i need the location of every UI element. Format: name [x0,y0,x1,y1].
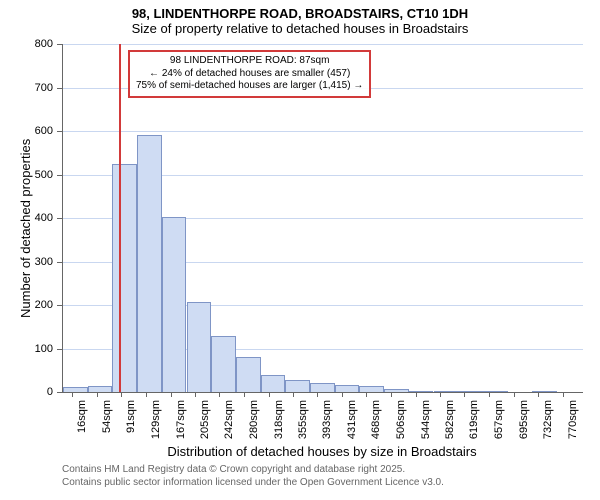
xtick-mark [195,392,196,397]
xtick-label: 393sqm [321,400,333,439]
xtick-label: 657sqm [493,400,505,439]
xtick-mark [72,392,73,397]
histogram-bar [162,217,187,392]
xtick-label: 582sqm [444,400,456,439]
xtick-mark [514,392,515,397]
gridline-y [63,131,583,132]
xtick-mark [317,392,318,397]
histogram-bar [434,391,459,392]
xtick-label: 16sqm [76,400,88,433]
ytick-mark [57,44,62,45]
ytick-mark [57,392,62,393]
histogram-bar [187,302,212,392]
xtick-label: 770sqm [567,400,579,439]
histogram-bar [335,385,360,392]
xtick-label: 468sqm [370,400,382,439]
xtick-mark [342,392,343,397]
xtick-label: 732sqm [542,400,554,439]
ytick-label: 700 [0,82,53,94]
ytick-mark [57,175,62,176]
xtick-mark [171,392,172,397]
histogram-bar [310,383,335,392]
xtick-label: 318sqm [273,400,285,439]
annotation-box: 98 LINDENTHORPE ROAD: 87sqm← 24% of deta… [128,50,371,98]
ytick-mark [57,218,62,219]
ytick-label: 200 [0,299,53,311]
xtick-label: 619sqm [468,400,480,439]
ytick-label: 100 [0,343,53,355]
xtick-label: 355sqm [297,400,309,439]
xtick-label: 242sqm [223,400,235,439]
gridline-y [63,44,583,45]
ytick-label: 600 [0,125,53,137]
property-marker-line [119,44,121,392]
xtick-label: 129sqm [150,400,162,439]
xtick-label: 695sqm [518,400,530,439]
annotation-line: ← 24% of detached houses are smaller (45… [136,68,363,81]
xtick-mark [293,392,294,397]
histogram-bar [63,387,88,392]
histogram-bar [261,375,286,392]
footer-line1: Contains HM Land Registry data © Crown c… [62,464,444,477]
xtick-label: 54sqm [101,400,113,433]
histogram-bar [458,391,483,392]
xtick-label: 205sqm [199,400,211,439]
xtick-mark [563,392,564,397]
chart-title-sub: Size of property relative to detached ho… [0,21,600,36]
xtick-mark [489,392,490,397]
xtick-label: 91sqm [125,400,137,433]
ytick-label: 0 [0,386,53,398]
y-axis-title: Number of detached properties [18,139,33,318]
xtick-mark [464,392,465,397]
ytick-mark [57,88,62,89]
xtick-mark [97,392,98,397]
ytick-label: 400 [0,212,53,224]
histogram-bar [211,336,236,392]
xtick-mark [146,392,147,397]
xtick-label: 167sqm [175,400,187,439]
annotation-line: 98 LINDENTHORPE ROAD: 87sqm [136,55,363,68]
ytick-label: 800 [0,38,53,50]
histogram-bar [409,391,434,392]
xtick-mark [538,392,539,397]
xtick-mark [121,392,122,397]
histogram-bar [88,386,113,392]
histogram-bar [137,135,162,392]
histogram-bar [285,380,310,392]
xtick-mark [391,392,392,397]
ytick-mark [57,131,62,132]
xtick-label: 506sqm [395,400,407,439]
xtick-mark [366,392,367,397]
chart-title-main: 98, LINDENTHORPE ROAD, BROADSTAIRS, CT10… [0,6,600,21]
histogram-bar [532,391,557,392]
ytick-label: 300 [0,256,53,268]
histogram-bar [359,386,384,392]
chart-title-block: 98, LINDENTHORPE ROAD, BROADSTAIRS, CT10… [0,0,600,36]
xtick-label: 544sqm [420,400,432,439]
xtick-mark [219,392,220,397]
footer-attribution: Contains HM Land Registry data © Crown c… [62,464,444,489]
footer-line2: Contains public sector information licen… [62,477,444,490]
x-axis-title: Distribution of detached houses by size … [62,444,582,459]
annotation-line: 75% of semi-detached houses are larger (… [136,80,363,93]
histogram-bar [483,391,508,392]
ytick-mark [57,305,62,306]
xtick-mark [440,392,441,397]
xtick-mark [416,392,417,397]
histogram-bar [112,164,137,392]
ytick-label: 500 [0,169,53,181]
xtick-mark [244,392,245,397]
ytick-mark [57,349,62,350]
xtick-mark [269,392,270,397]
plot-area: 98 LINDENTHORPE ROAD: 87sqm← 24% of deta… [62,44,583,393]
histogram-bar [236,357,261,392]
histogram-bar [384,389,409,392]
ytick-mark [57,262,62,263]
xtick-label: 280sqm [248,400,260,439]
xtick-label: 431sqm [346,400,358,439]
